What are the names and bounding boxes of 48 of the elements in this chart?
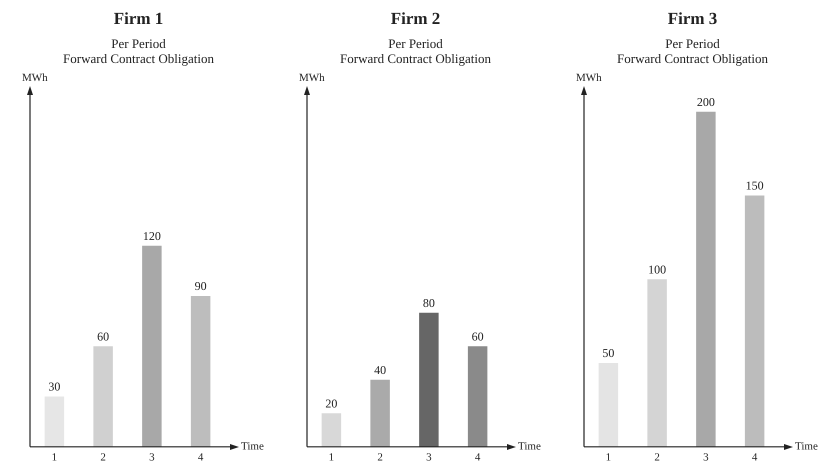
x-tick-label: 4	[474, 451, 481, 464]
bar	[370, 380, 390, 447]
x-tick-label: 3	[703, 451, 710, 464]
bar	[190, 296, 210, 447]
data-label: 80	[422, 296, 435, 310]
x-axis-title: Time	[518, 440, 541, 453]
data-label: 40	[374, 362, 386, 377]
data-label: 100	[648, 262, 666, 276]
bar	[647, 279, 667, 447]
x-tick-label: 2	[654, 451, 660, 464]
y-axis-title: MWh	[576, 72, 602, 84]
bar	[44, 396, 64, 447]
bar	[598, 363, 618, 447]
chart-title: Firm 1	[114, 9, 164, 28]
chart-subtitle: Per Period Forward Contract Obligation	[63, 36, 214, 66]
chart-subtitle: Per Period Forward Contract Obligation	[617, 36, 768, 66]
y-axis-title: MWh	[299, 72, 326, 84]
data-label: 60	[472, 329, 484, 344]
data-label: 50	[602, 346, 614, 360]
data-label: 90	[194, 279, 207, 294]
chart-title: Firm 2	[390, 9, 440, 28]
y-axis-title: MWh	[22, 72, 48, 84]
x-tick-label: 1	[328, 451, 334, 464]
chart-title: Firm 3	[668, 9, 718, 28]
x-tick-label: 4	[198, 451, 204, 464]
data-label: 200	[696, 94, 715, 109]
bar	[744, 196, 764, 447]
x-axis-title: Time	[795, 440, 818, 453]
data-label: 60	[97, 329, 110, 344]
data-label: 120	[142, 228, 161, 243]
bar	[142, 246, 162, 447]
x-tick-label: 3	[426, 451, 432, 464]
bar	[419, 312, 439, 447]
bar	[468, 346, 488, 447]
x-tick-label: 1	[606, 451, 612, 464]
data-label: 150	[746, 178, 764, 193]
x-tick-label: 2	[377, 451, 383, 464]
data-label: 30	[48, 380, 60, 394]
bar	[322, 413, 342, 447]
bar	[93, 346, 113, 447]
bar	[696, 112, 716, 447]
x-axis-title: Time	[241, 440, 264, 453]
x-tick-label: 3	[149, 451, 156, 464]
x-tick-label: 1	[52, 451, 58, 464]
chart-subtitle: Per Period Forward Contract Obligation	[340, 36, 492, 66]
x-tick-label: 4	[752, 451, 758, 464]
data-label: 20	[325, 396, 338, 410]
x-tick-label: 2	[100, 451, 106, 464]
